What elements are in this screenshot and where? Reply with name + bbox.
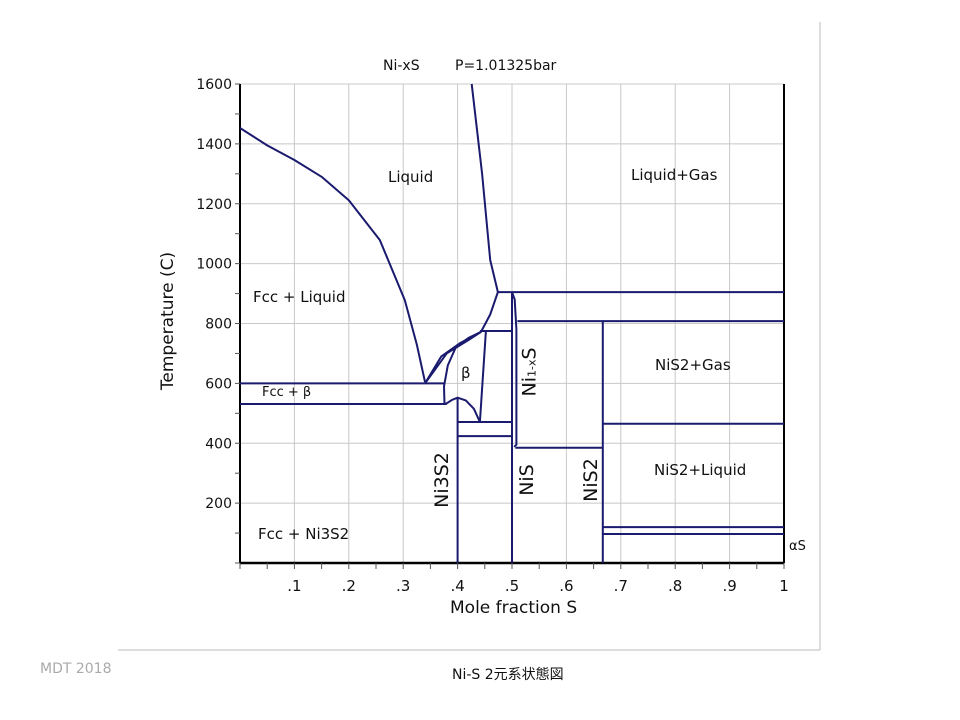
region-fcc-beta: Fcc + β xyxy=(262,385,312,400)
region-fcc-liquid: Fcc + Liquid xyxy=(253,288,346,306)
y-tick-label: 1000 xyxy=(196,257,232,273)
boundary-beta-lower-dome xyxy=(445,396,481,423)
phase-nis: NiS xyxy=(515,464,538,496)
y-tick-label: 600 xyxy=(205,376,232,392)
y-tick-label: 400 xyxy=(205,436,232,452)
boundary-beta-left xyxy=(443,330,482,405)
y-axis-label: Temperature (C) xyxy=(158,251,179,391)
phase-ni3s2: Ni3S2 xyxy=(430,452,453,508)
ni1xs-sub: 1-x xyxy=(525,359,539,378)
x-tick-label: .3 xyxy=(396,577,410,595)
y-tick-label: 1400 xyxy=(196,137,232,153)
x-tick-label: 1 xyxy=(779,577,789,595)
x-tick-label: .4 xyxy=(450,577,464,595)
y-tick-label: 1600 xyxy=(196,77,232,93)
region-alpha-s: αS xyxy=(789,539,806,554)
region-fcc-ni3s2: Fcc + Ni3S2 xyxy=(258,525,350,543)
boundary-ni1xs-right xyxy=(511,291,518,448)
phase-nis2: NiS2 xyxy=(579,458,602,502)
chart-title: Ni-xS xyxy=(383,58,420,74)
region-liquid-gas: Liquid+Gas xyxy=(631,166,718,184)
footer-caption: Ni-S 2元系状態図 xyxy=(452,667,564,683)
ni1xs-end: S xyxy=(518,347,541,360)
x-tick-label: .2 xyxy=(342,577,356,595)
x-tick-label: .6 xyxy=(559,577,573,595)
x-tick-label: .7 xyxy=(614,577,628,595)
boundary-beta-right xyxy=(478,330,487,423)
region-beta: β xyxy=(461,364,471,382)
boundary-liquidus-ni-side xyxy=(239,127,426,383)
region-nis2-liquid: NiS2+Liquid xyxy=(654,461,747,479)
boundary-beta-solidus xyxy=(424,331,482,384)
chart-subtitle: P=1.01325bar xyxy=(455,58,557,74)
region-ni1xs: Ni1-xS xyxy=(519,347,541,396)
x-axis-label: Mole fraction S xyxy=(450,598,578,618)
x-tick-label: .1 xyxy=(287,577,301,595)
y-tick-label: 800 xyxy=(205,317,232,333)
x-tick-label: .9 xyxy=(722,577,736,595)
region-nis2-gas: NiS2+Gas xyxy=(655,356,731,374)
x-tick-label: .5 xyxy=(505,577,519,595)
region-liquid: Liquid xyxy=(388,168,434,186)
x-tick-label: .8 xyxy=(668,577,682,595)
y-tick-label: 200 xyxy=(205,496,232,512)
y-tick-label: 1200 xyxy=(196,197,232,213)
footer-left: MDT 2018 xyxy=(40,661,112,677)
ni1xs-base: Ni xyxy=(518,377,541,397)
boundary-liquidus-s-side xyxy=(470,83,499,293)
